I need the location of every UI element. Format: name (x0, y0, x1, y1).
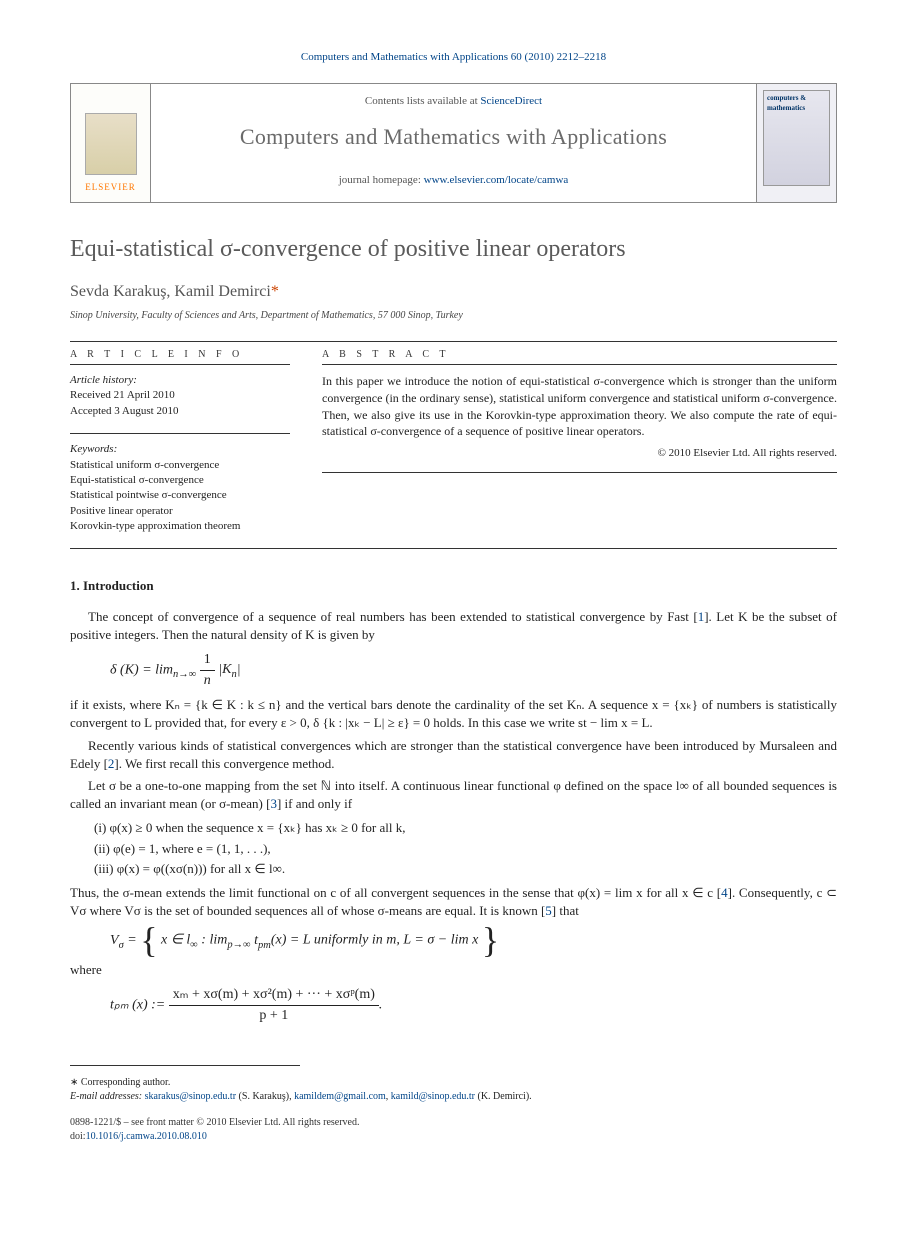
elsevier-text: ELSEVIER (85, 181, 136, 194)
article-title: Equi-statistical σ-convergence of positi… (70, 233, 837, 267)
abstract-column: A B S T R A C T In this paper we introdu… (322, 348, 837, 549)
elsevier-tree-icon (85, 113, 137, 175)
history-label: Article history: (70, 373, 290, 388)
article-history: Article history: Received 21 April 2010 … (70, 373, 290, 419)
abstract-text: In this paper we introduce the notion of… (322, 373, 837, 440)
divider (322, 364, 837, 365)
bottom-metadata: 0898-1221/$ – see front matter © 2010 El… (70, 1116, 837, 1144)
eq-numerator: xₘ + xσ(m) + xσ²(m) + ··· + xσᵖ(m) (169, 985, 379, 1006)
affiliation: Sinop University, Faculty of Sciences an… (70, 309, 837, 323)
divider (70, 364, 290, 365)
footnote-rule (70, 1065, 300, 1072)
text: ] if and only if (277, 796, 352, 811)
paragraph: where (70, 961, 837, 979)
corresponding-mark: * (271, 283, 279, 300)
keyword: Equi-statistical σ-convergence (70, 473, 290, 488)
info-abstract-row: A R T I C L E I N F O Article history: R… (70, 348, 837, 549)
doi-link[interactable]: 10.1016/j.camwa.2010.08.010 (86, 1131, 207, 1142)
conditions-list: (i) φ(x) ≥ 0 when the sequence x = {xₖ} … (94, 819, 837, 878)
email-link[interactable]: kamild@sinop.edu.tr (391, 1091, 475, 1102)
journal-reference: Computers and Mathematics with Applicati… (70, 50, 837, 65)
issn-line: 0898-1221/$ – see front matter © 2010 El… (70, 1116, 837, 1130)
list-item: (ii) φ(e) = 1, where e = (1, 1, . . .), (94, 840, 837, 858)
received-date: Received 21 April 2010 (70, 388, 290, 403)
text: (S. Karakuş), (236, 1091, 294, 1102)
abstract-header: A B S T R A C T (322, 348, 837, 362)
paragraph: Let σ be a one-to-one mapping from the s… (70, 777, 837, 813)
equation-tpm: tₚₘ (x) := xₘ + xσ(m) + xσ²(m) + ··· + x… (110, 985, 837, 1025)
authors: Sevda Karakuş, Kamil Demirci* (70, 281, 837, 303)
text: ] that (552, 903, 579, 918)
equation-density: δ (K) = limn→∞ 1n |Kn| (110, 650, 837, 690)
article-info-column: A R T I C L E I N F O Article history: R… (70, 348, 290, 549)
paragraph: Recently various kinds of statistical co… (70, 737, 837, 773)
homepage-link[interactable]: www.elsevier.com/locate/camwa (424, 174, 569, 186)
keywords-block: Keywords: Statistical uniform σ-converge… (70, 442, 290, 534)
paragraph: if it exists, where Kₙ = {k ∈ K : k ≤ n}… (70, 696, 837, 732)
section-title: 1. Introduction (70, 577, 837, 595)
corresponding-author-note: ∗ Corresponding author. (70, 1076, 837, 1090)
text: Thus, the σ-mean extends the limit funct… (70, 885, 721, 900)
cover-image: computers & mathematics (763, 90, 830, 186)
journal-cover-thumb: computers & mathematics (756, 84, 836, 202)
text: (K. Demirci). (475, 1091, 532, 1102)
journal-header: ELSEVIER Contents lists available at Sci… (70, 83, 837, 203)
keyword: Positive linear operator (70, 504, 290, 519)
sciencedirect-link[interactable]: ScienceDirect (480, 95, 542, 107)
header-center: Contents lists available at ScienceDirec… (151, 84, 756, 202)
list-item: (i) φ(x) ≥ 0 when the sequence x = {xₖ} … (94, 819, 837, 837)
paragraph: The concept of convergence of a sequence… (70, 608, 837, 644)
author-names: Sevda Karakuş, Kamil Demirci (70, 283, 271, 300)
keywords-label: Keywords: (70, 442, 290, 457)
paragraph: Thus, the σ-mean extends the limit funct… (70, 884, 837, 920)
journal-ref-link[interactable]: Computers and Mathematics with Applicati… (301, 51, 606, 63)
email-link[interactable]: kamildem@gmail.com (294, 1091, 386, 1102)
eq-denominator: p + 1 (169, 1006, 379, 1026)
accepted-date: Accepted 3 August 2010 (70, 404, 290, 419)
abstract-copyright: © 2010 Elsevier Ltd. All rights reserved… (322, 446, 837, 461)
cover-title: computers & mathematics (767, 94, 826, 114)
doi-line: doi:10.1016/j.camwa.2010.08.010 (70, 1130, 837, 1144)
keyword: Korovkin-type approximation theorem (70, 519, 290, 534)
text: The concept of convergence of a sequence… (88, 609, 698, 624)
email-link[interactable]: skarakus@sinop.edu.tr (145, 1091, 236, 1102)
keyword: Statistical uniform σ-convergence (70, 458, 290, 473)
text: Let σ be a one-to-one mapping from the s… (70, 778, 837, 811)
journal-name: Computers and Mathematics with Applicati… (161, 122, 746, 153)
homepage-line: journal homepage: www.elsevier.com/locat… (161, 173, 746, 188)
divider (322, 472, 837, 473)
text: ]. We first recall this convergence meth… (114, 756, 334, 771)
eq-lhs: tₚₘ (x) := (110, 998, 165, 1013)
homepage-prefix: journal homepage: (339, 174, 424, 186)
contents-prefix: Contents lists available at (365, 95, 480, 107)
article-info-header: A R T I C L E I N F O (70, 348, 290, 362)
elsevier-logo-box: ELSEVIER (71, 84, 151, 202)
doi-label: doi: (70, 1131, 86, 1142)
divider (70, 341, 837, 342)
list-item: (iii) φ(x) = φ((xσ(n))) for all x ∈ l∞. (94, 860, 837, 878)
divider (70, 433, 290, 434)
equation-vsigma: Vσ = { x ∈ l∞ : limp→∞ tpm(x) = L unifor… (110, 926, 837, 955)
email-line: E-mail addresses: skarakus@sinop.edu.tr … (70, 1090, 837, 1104)
divider (70, 548, 837, 549)
keyword: Statistical pointwise σ-convergence (70, 488, 290, 503)
contents-line: Contents lists available at ScienceDirec… (161, 94, 746, 109)
email-label: E-mail addresses: (70, 1091, 145, 1102)
footnotes: ∗ Corresponding author. E-mail addresses… (70, 1076, 837, 1104)
